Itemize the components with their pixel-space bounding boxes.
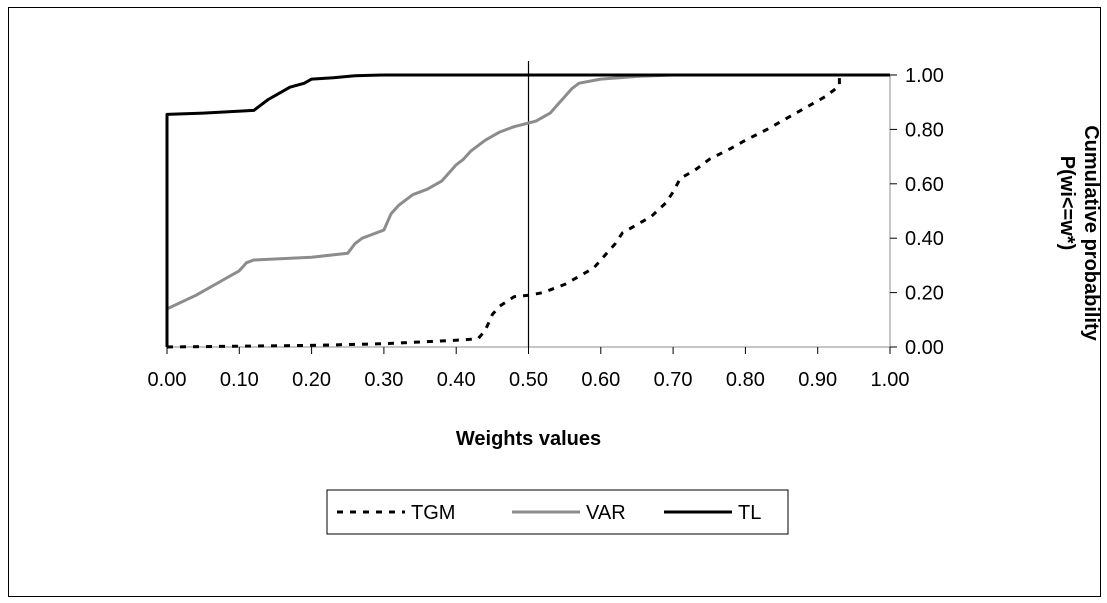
y-tick-label: 0.80 <box>905 119 944 141</box>
legend: TGM VAR TL <box>326 489 789 535</box>
x-tick-label: 0.70 <box>654 369 693 391</box>
x-tick-label: 1.00 <box>871 369 910 391</box>
y-tick-label: 0.00 <box>905 337 944 359</box>
y-tick-labels: 0.00 0.20 0.40 0.60 0.80 1.00 <box>905 65 944 359</box>
x-tick-label: 0.80 <box>726 369 765 391</box>
y-tick-label: 0.40 <box>905 228 944 250</box>
x-tick-label: 0.30 <box>364 369 403 391</box>
y-axis-title-line2: P(wi<=w*) <box>1056 156 1078 250</box>
legend-label-tgm: TGM <box>411 502 455 524</box>
series-var-line <box>166 73 890 311</box>
x-tick-label: 0.40 <box>437 369 476 391</box>
x-tick-label: 0.90 <box>798 369 837 391</box>
x-tick-label: 0.60 <box>581 369 620 391</box>
y-axis-title-line1: Cumulative probability <box>1080 125 1100 341</box>
x-tick-label: 0.10 <box>220 369 259 391</box>
x-tick-label: 0.20 <box>292 369 331 391</box>
x-axis-title: Weights values <box>456 428 601 450</box>
y-tick-label: 1.00 <box>905 65 944 87</box>
y-tick-label: 0.20 <box>905 283 944 305</box>
legend-label-tl: TL <box>738 502 761 524</box>
legend-label-var: VAR <box>586 502 626 524</box>
x-tick-labels: 0.00 0.10 0.20 0.30 0.40 0.50 0.60 0.70 0.80 0.90… <box>148 369 910 391</box>
series-tl-line <box>165 73 890 347</box>
x-tick-label: 0.50 <box>509 369 548 391</box>
plot-area <box>165 61 897 354</box>
chart-frame: 0.00 0.10 0.20 0.30 0.40 0.50 0.60 0.70 0.80 0.90… <box>8 7 1102 597</box>
x-tick-label: 0.00 <box>148 369 187 391</box>
y-tick-label: 0.60 <box>905 174 944 196</box>
y-axis-title: Cumulative probability P(wi<=w*) <box>1056 125 1102 341</box>
series-tgm-line <box>166 73 890 349</box>
chart-svg: 0.00 0.10 0.20 0.30 0.40 0.50 0.60 0.70 0.80 0.90… <box>148 61 1102 535</box>
